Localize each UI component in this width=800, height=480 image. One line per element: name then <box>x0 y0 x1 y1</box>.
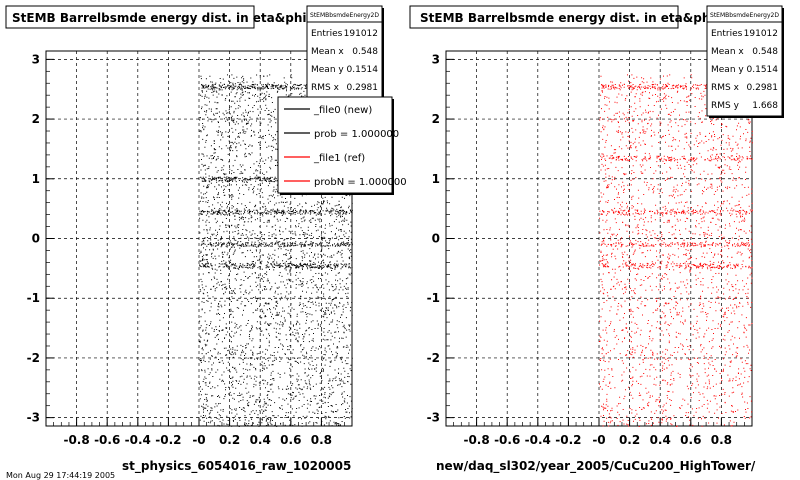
y-tick-label: -2 <box>427 351 440 365</box>
y-tick-label: 0 <box>32 232 40 246</box>
stats-row-label: Mean x <box>711 47 744 57</box>
right-axis-ticks: -0.8 -0.6 -0.4 -0.2 -0 0.2 0.4 0.6 0.8 -3 -2 -1 0 1 2 3 <box>427 52 753 447</box>
stats-box-frame <box>706 5 783 117</box>
x-tick-label: -0.6 <box>94 433 120 447</box>
x-tick-label: -0.4 <box>525 433 551 447</box>
left-legend: _file0 (new) prob = 1.000000 _file1 (ref) p… <box>277 96 407 195</box>
stats-row-value: 191012 <box>344 29 378 39</box>
stats-row-label: Mean x <box>311 47 344 57</box>
x-tick-label: -0 <box>192 433 205 447</box>
right-title: StEMB Barrelbsmde energy dist. in eta&ph… <box>420 11 714 25</box>
y-tick-label: -1 <box>27 291 40 305</box>
x-tick-label: -0.2 <box>555 433 581 447</box>
x-tick-label: -0.2 <box>155 433 181 447</box>
stats-row-label: Entries <box>311 29 343 39</box>
legend-frame <box>277 96 393 194</box>
x-tick-label: 0.2 <box>619 433 640 447</box>
legend-entry-label: _file0 (new) <box>313 105 372 116</box>
y-tick-label: -3 <box>27 411 40 425</box>
right-x-axis-label: new/daq_sl302/year_2005/CuCu200_HighTowe… <box>436 459 756 474</box>
footer-timestamp: Mon Aug 29 17:44:19 2005 <box>6 471 115 480</box>
stats-row-value: 0.2981 <box>747 83 779 93</box>
stats-row-value: 0.2981 <box>347 83 379 93</box>
stats-row-value: 0.548 <box>352 47 378 57</box>
stats-row-label: Mean y <box>711 65 744 75</box>
legend-entry-label: probN = 1.000000 <box>314 177 407 188</box>
x-tick-label: -0.4 <box>125 433 151 447</box>
stats-row-value: 1.668 <box>752 101 778 111</box>
left-histogram-panel: StEMB Barrelbsmde energy dist. in eta&ph… <box>5 5 407 474</box>
x-tick-label: -0 <box>592 433 605 447</box>
x-tick-label: 0.8 <box>311 433 332 447</box>
left-x-axis-label: st_physics_6054016_raw_1020005 <box>122 459 351 474</box>
x-tick-label: -0.8 <box>63 433 89 447</box>
stats-row-value: 0.1514 <box>347 65 379 75</box>
x-tick-label: -0.6 <box>494 433 520 447</box>
x-tick-label: 0.6 <box>280 433 301 447</box>
stats-box-header: StEMBbsmdeEnergy2D <box>710 12 779 19</box>
y-tick-label: 0 <box>432 232 440 246</box>
stats-row-label: RMS x <box>711 83 740 93</box>
right-grid <box>446 51 752 426</box>
left-title: StEMB Barrelbsmde energy dist. in eta&ph… <box>12 11 306 25</box>
y-tick-label: 3 <box>432 52 440 66</box>
x-tick-label: -0.8 <box>463 433 489 447</box>
y-tick-label: 2 <box>32 112 40 126</box>
y-tick-label: 3 <box>32 52 40 66</box>
x-tick-label: 0.8 <box>711 433 732 447</box>
y-tick-label: 1 <box>32 172 40 186</box>
stats-row-value: 0.1514 <box>747 65 779 75</box>
x-tick-label: 0.4 <box>250 433 271 447</box>
legend-entry-label: _file1 (ref) <box>313 153 365 164</box>
stats-box-frame <box>306 5 383 99</box>
right-title-box <box>409 5 679 29</box>
stats-row-label: Entries <box>711 29 743 39</box>
left-title-box <box>5 5 255 29</box>
stats-row-value: 191012 <box>744 29 778 39</box>
y-tick-label: -3 <box>427 411 440 425</box>
left-axis-ticks: -0.8 -0.6 -0.4 -0.2 -0 0.2 0.4 0.6 0.8 -3 -2 -1 0 1 2 3 <box>27 52 353 447</box>
y-tick-label: 2 <box>432 112 440 126</box>
y-tick-label: 1 <box>432 172 440 186</box>
y-tick-label: -2 <box>27 351 40 365</box>
legend-entry-label: prob = 1.000000 <box>314 129 399 140</box>
stats-box-header: StEMBbsmdeEnergy2D <box>310 12 379 19</box>
x-tick-label: 0.2 <box>219 433 240 447</box>
right-histogram-panel: StEMB Barrelbsmde energy dist. in eta&ph… <box>409 5 784 474</box>
x-tick-label: 0.6 <box>680 433 701 447</box>
x-tick-label: 0.4 <box>650 433 671 447</box>
stats-row-label: RMS x <box>311 83 340 93</box>
stats-row-label: Mean y <box>311 65 344 75</box>
stats-row-label: RMS y <box>711 101 740 111</box>
stats-row-value: 0.548 <box>752 47 778 57</box>
y-tick-label: -1 <box>427 291 440 305</box>
